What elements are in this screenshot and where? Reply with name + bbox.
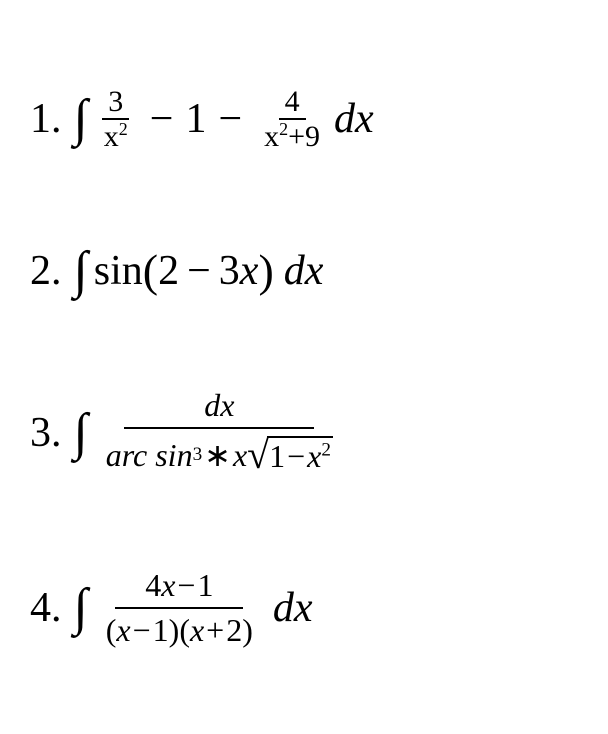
problem-number: 4. — [30, 584, 62, 632]
numerator: 4x−1 — [115, 568, 243, 609]
three: 3 — [219, 247, 240, 295]
sin-fn: sin — [94, 247, 143, 295]
expression: ∫ sin ( 2 − 3 x ) dx — [74, 244, 324, 297]
denominator: x2 — [98, 120, 134, 153]
x-var: x — [233, 438, 247, 473]
fraction: dx arc sin3 ∗ x √ 1−x2 — [98, 388, 341, 477]
denominator: arc sin3 ∗ x √ 1−x2 — [98, 429, 341, 477]
integral-symbol: ∫ — [74, 582, 88, 634]
dx: dx — [284, 247, 324, 295]
sqrt-symbol: √ — [247, 433, 269, 477]
denominator: x2+9 — [258, 120, 326, 153]
rparen: ) — [258, 244, 273, 297]
fraction-1: 3 x2 — [98, 85, 134, 153]
problem-number: 2. — [30, 247, 62, 295]
arcsin-fn: arc sin — [106, 438, 193, 473]
problem-2: 2. ∫ sin ( 2 − 3 x ) dx — [30, 244, 578, 297]
x-var: x — [240, 247, 259, 295]
problem-1: 1. ∫ 3 x2 − 1 − 4 x2+9 dx — [30, 85, 578, 153]
numerator: 3 — [102, 85, 129, 120]
minus-op: − — [150, 95, 174, 143]
dx: dx — [273, 584, 313, 632]
sqrt-body: 1−x2 — [267, 436, 333, 474]
sqrt: √ 1−x2 — [247, 433, 333, 477]
two: 2 — [158, 247, 179, 295]
integral-symbol: ∫ — [74, 245, 88, 297]
problem-number: 3. — [30, 409, 62, 457]
star: ∗ — [204, 438, 231, 473]
problem-4: 4. ∫ 4x−1 (x−1)(x+2) dx — [30, 568, 578, 648]
fraction: 4x−1 (x−1)(x+2) — [98, 568, 261, 648]
problem-number: 1. — [30, 95, 62, 143]
problem-3: 3. ∫ dx arc sin3 ∗ x √ 1−x2 — [30, 388, 578, 477]
minus-op: − — [218, 95, 242, 143]
integral-symbol: ∫ — [74, 93, 88, 145]
expression: ∫ 4x−1 (x−1)(x+2) dx — [74, 568, 313, 648]
minus-op: − — [187, 247, 211, 295]
dx: dx — [334, 95, 374, 143]
expression: ∫ 3 x2 − 1 − 4 x2+9 dx — [74, 85, 374, 153]
expression: ∫ dx arc sin3 ∗ x √ 1−x2 — [74, 388, 345, 477]
numerator: 4 — [279, 85, 306, 120]
integral-symbol: ∫ — [74, 407, 88, 459]
numerator: dx — [124, 388, 314, 429]
one: 1 — [185, 95, 206, 143]
lparen: ( — [143, 244, 158, 297]
denominator: (x−1)(x+2) — [98, 609, 261, 648]
fraction-2: 4 x2+9 — [258, 85, 326, 153]
